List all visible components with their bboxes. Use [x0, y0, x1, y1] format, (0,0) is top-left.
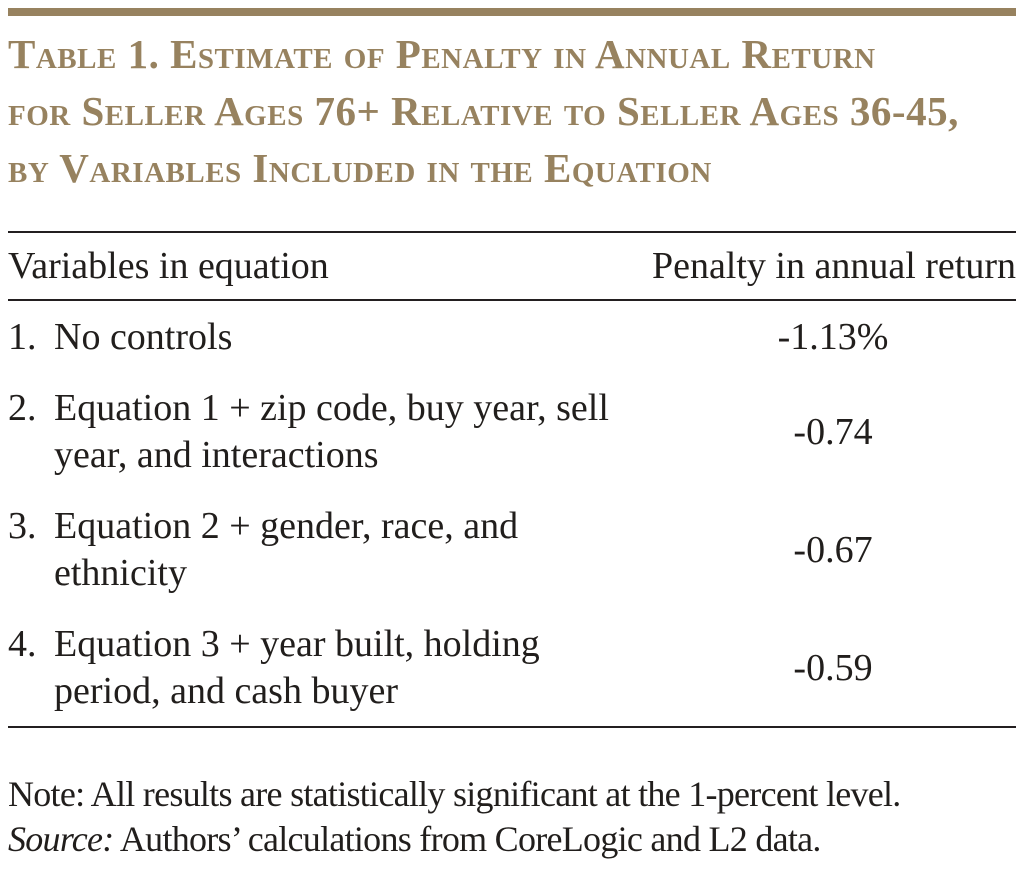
penalty-value: -0.59	[793, 646, 873, 689]
source-text: Authors’ calculations from CoreLogic and…	[119, 819, 822, 859]
column-header-variables: Variables in equation	[8, 245, 329, 287]
penalty-value: -0.67	[793, 528, 873, 571]
accent-top-rule	[8, 8, 1016, 16]
table-body: 1. No controls -1.13% 2. Equation 1 + zi…	[8, 301, 1016, 728]
row-number: 1.	[8, 316, 37, 358]
note-line: Note: All results are statistically sign…	[8, 774, 901, 814]
row-label: Equation 3 + year built, holding period,…	[54, 623, 540, 712]
row-number: 2.	[8, 387, 37, 429]
row-number: 4.	[8, 623, 37, 665]
table-title-line-2: for Seller Ages 76+ Relative to Seller A…	[8, 88, 959, 134]
table-row: 2. Equation 1 + zip code, buy year, sell…	[8, 372, 1016, 490]
table-row: 3. Equation 2 + gender, race, and ethnic…	[8, 490, 1016, 608]
table-title-line-3: by Variables Included in the Equation	[8, 145, 712, 191]
penalty-cell: -0.59	[614, 621, 1016, 715]
row-label: Equation 2 + gender, race, and ethnicity	[54, 505, 519, 594]
source-line: Source: Authors’ calculations from CoreL…	[8, 817, 1016, 862]
table-row: 1. No controls -1.13%	[8, 301, 1016, 372]
variables-cell: 4. Equation 3 + year built, holding peri…	[8, 621, 614, 715]
row-label: Equation 1 + zip code, buy year, sell ye…	[54, 387, 609, 476]
penalty-value: -0.74	[793, 410, 873, 453]
column-header-penalty: Penalty in annual return	[651, 245, 1016, 287]
penalty-value: -1.13%	[777, 316, 889, 358]
penalty-cell: -1.13%	[614, 314, 1016, 361]
table-title-line-1: Table 1. Estimate of Penalty in Annual R…	[8, 31, 876, 77]
penalty-table: Variables in equation Penalty in annual …	[8, 231, 1016, 728]
variables-cell: 2. Equation 1 + zip code, buy year, sell…	[8, 385, 614, 479]
table-row: 4. Equation 3 + year built, holding peri…	[8, 608, 1016, 726]
source-label: Source:	[8, 819, 114, 859]
table-title: Table 1. Estimate of Penalty in Annual R…	[8, 26, 1016, 197]
variables-cell: 3. Equation 2 + gender, race, and ethnic…	[8, 503, 614, 597]
penalty-cell: -0.74	[614, 385, 1016, 479]
penalty-cell: -0.67	[614, 503, 1016, 597]
table-header-row: Variables in equation Penalty in annual …	[8, 231, 1016, 301]
table-notes: Note: All results are statistically sign…	[8, 772, 1016, 862]
row-number: 3.	[8, 505, 37, 547]
row-label: No controls	[54, 316, 233, 358]
variables-cell: 1. No controls	[8, 314, 614, 361]
